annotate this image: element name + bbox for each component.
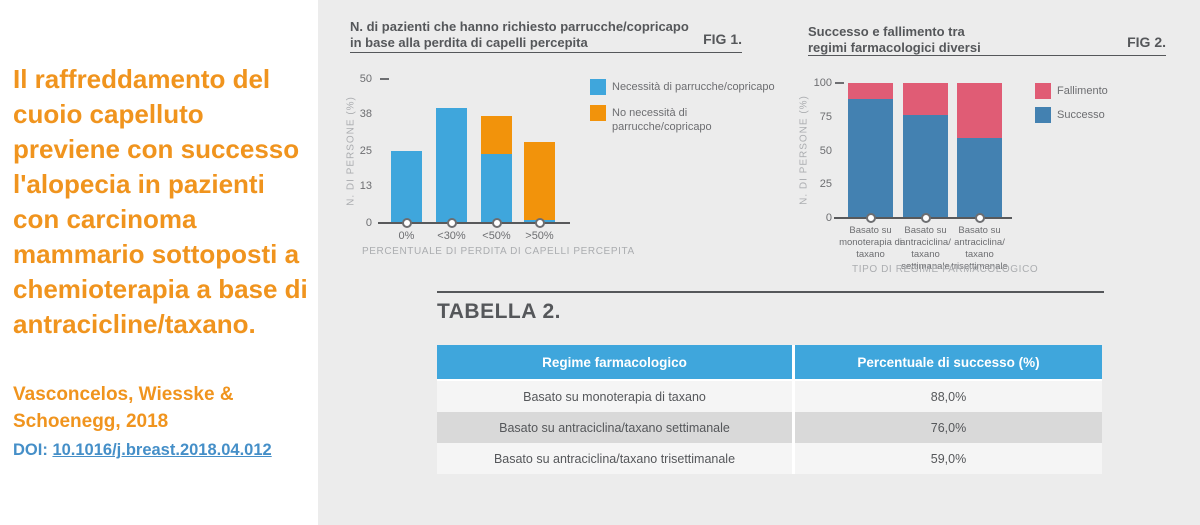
y-axis-top-tick-icon [835,82,844,84]
bar-segment [848,99,893,218]
headline-line: previene con successo [13,134,300,164]
table-row: Basato su antraciclina/taxano settimanal… [437,412,1102,443]
doi-row: DOI: 10.1016/j.breast.2018.04.012 [13,437,315,464]
table-header-row: Regime farmacologico Percentuale di succe… [437,345,1102,381]
headline-line: l'alopecia in pazienti [13,169,265,199]
fig1-chart: N. DI PERSONE (%) 0 13 25 38 50 0% <30% <50% >50%… [340,60,780,275]
x-category-label: Basato su antraciclina/ taxano trisettim… [951,225,1008,272]
table-rule [437,291,1104,293]
headline-line: cuoio capelluto [13,99,204,129]
regimen-table: Regime farmacologico Percentuale di succe… [437,345,1102,474]
bar-base-marker-icon [446,218,457,228]
fig1-title-line2: in base alla perdita di capelli percepit… [350,35,588,50]
legend-color-swatch [590,79,606,95]
headline-line: con carcinoma [13,204,197,234]
legend-label: Successo [1057,109,1105,121]
legend-label: No necessità di parrucche/copricapo [612,107,712,133]
doi-label: DOI: [13,441,48,459]
legend-label: Fallimento [1057,85,1108,97]
charts-panel: N. di pazienti che hanno richiesto parru… [318,0,1200,525]
bar-base-marker-icon [401,218,412,228]
fig2-title-rule [808,55,1166,56]
bar-base-marker-icon [974,213,985,223]
bar-segment [848,83,893,100]
x-axis-caption: PERCENTUALE DI PERDITA DI CAPELLI PERCEP… [362,246,635,257]
table-row: Basato su antraciclina/taxano trisettima… [437,443,1102,474]
fig2-title-line2: regimi farmacologici diversi [808,40,981,55]
fig1-title: N. di pazienti che hanno richiesto parru… [350,19,689,51]
table-cell-regimen: Basato su antraciclina/taxano trisettima… [437,443,795,474]
table-body: Basato su monoterapia di taxano 88,0% Basa… [437,381,1102,474]
fig1-title-line1: N. di pazienti che hanno richiesto parru… [350,19,689,34]
table-cell-success-rate: 88,0% [930,389,967,404]
bar-segment [436,107,467,223]
table-cell-regimen: Basato su antraciclina/taxano settimanal… [437,412,795,443]
y-tick-label: 25 [359,145,372,157]
bar-base-marker-icon [920,213,931,223]
bar-base-marker-icon [534,218,545,228]
doi-link[interactable]: 10.1016/j.breast.2018.04.012 [52,441,272,459]
y-tick-label: 0 [825,212,832,224]
bar-segment [957,138,1002,218]
table-heading: TABELLA 2. [437,300,561,323]
headline: Il raffreddamento del cuoio capelluto prev… [13,62,315,342]
citation-block: Vasconcelos, Wiesske & Schoenegg, 2018 D… [13,381,315,464]
fig2-title-line1: Successo e fallimento tra [808,24,965,39]
fig2-chart: N. DI PERSONE (%) 0 25 50 75 100 Basato su mon… [790,60,1200,290]
bar-base-marker-icon [491,218,502,228]
legend-color-swatch [590,105,606,121]
left-text-panel: Il raffreddamento del cuoio capelluto prev… [0,0,318,525]
table-cell-success-rate: 59,0% [930,451,967,466]
x-category-label: <50% [482,230,511,242]
y-tick-label: 50 [819,144,832,157]
table-row: Basato su monoterapia di taxano 88,0% [437,381,1102,412]
x-axis-caption: TIPO DI REGIME FARMACOLOGICO [852,264,1039,275]
bar-segment [481,153,512,223]
y-tick-label: 38 [359,107,372,120]
y-tick-label: 50 [359,73,372,85]
x-category-label: Basato su antraciclina/ taxano settimana… [900,225,951,272]
table-header-cell: Percentuale di successo (%) [857,354,1040,370]
fig2-label: FIG 2. [1127,34,1166,50]
x-category-label: Basato su monoterapia di taxano [839,225,902,260]
bar-base-marker-icon [865,213,876,223]
headline-line: mammario sottoposti a [13,239,300,269]
x-axis-line [378,222,570,224]
bar-segment [481,116,512,154]
citation-line-1: Vasconcelos, Wiesske & [13,384,234,405]
legend-color-swatch [1035,107,1051,123]
fig1-label: FIG 1. [703,31,742,47]
y-tick-label: 75 [819,110,832,123]
x-category-label: <30% [437,230,466,242]
headline-line: antracicline/taxano. [13,309,256,339]
legend-color-swatch [1035,83,1051,99]
table-cell-regimen: Basato su monoterapia di taxano [437,381,795,412]
y-tick-label: 13 [359,179,372,192]
headline-line: Il raffreddamento del [13,64,271,94]
citation-line-2: Schoenegg, 2018 [13,411,169,432]
legend-label: Necessità di parrucche/copricapo [612,81,775,93]
headline-line: chemioterapia a base di [13,274,308,304]
y-tick-label: 25 [819,178,832,191]
bar-segment [903,83,948,116]
fig1-title-rule [350,52,742,53]
bar-segment [957,83,1002,139]
y-tick-label: 0 [365,217,372,229]
x-category-label: 0% [398,230,415,242]
bar-segment [524,142,555,221]
fig2-title: Successo e fallimento tra regimi farmaco… [808,24,981,56]
table-cell-success-rate: 76,0% [930,420,967,435]
x-category-label: >50% [525,230,554,242]
bar-segment [391,151,422,223]
y-axis-top-tick-icon [380,78,389,80]
table-header-cell: Regime farmacologico [437,345,795,379]
y-tick-label: 100 [813,77,832,89]
bar-segment [903,115,948,218]
